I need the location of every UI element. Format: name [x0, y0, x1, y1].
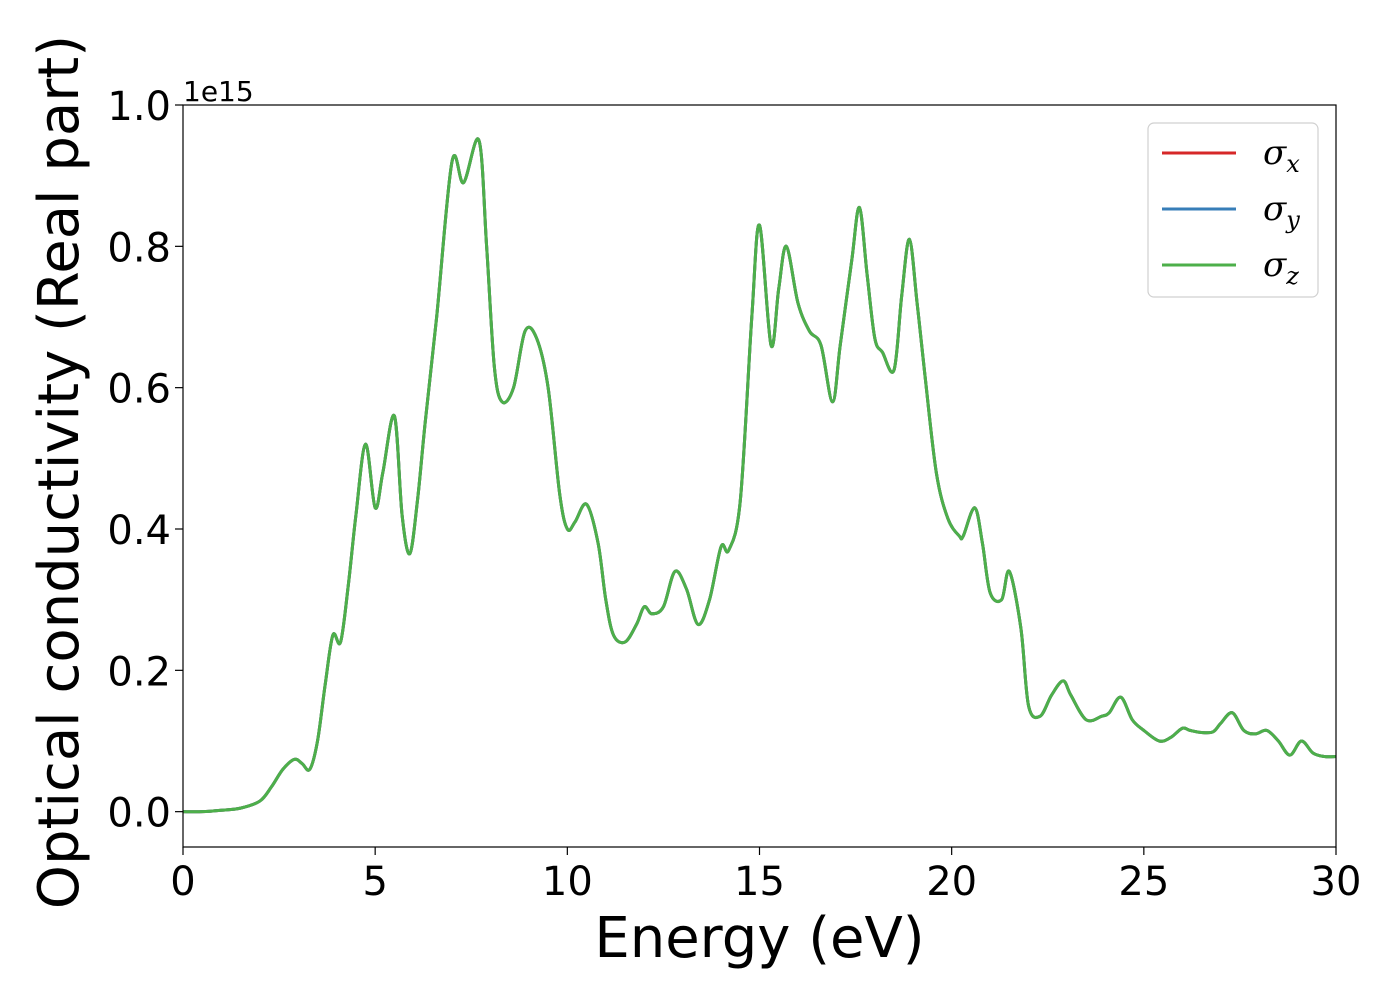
legend-label: σy — [1263, 189, 1300, 234]
legend-symbol: σ — [1263, 245, 1287, 285]
legend-subscript: x — [1286, 150, 1300, 178]
y-axis-title: Optical conductivity (Real part) — [27, 35, 92, 909]
x-tick-label: 5 — [362, 859, 387, 905]
y-offset-label: 1e15 — [183, 75, 254, 108]
x-tick-label: 15 — [734, 859, 785, 905]
x-tick-label: 10 — [542, 859, 593, 905]
y-tick-label: 0.2 — [107, 649, 171, 695]
x-axis: 0 5 10 15 20 25 30 — [170, 847, 1361, 905]
legend-subscript: z — [1285, 262, 1299, 290]
legend-label: σz — [1263, 245, 1299, 290]
series-layer — [182, 137, 1337, 814]
x-tick-label: 20 — [926, 859, 977, 905]
y-tick-label: 0.4 — [107, 508, 171, 554]
x-tick-label: 30 — [1311, 859, 1362, 905]
y-axis: 0.0 0.2 0.4 0.6 0.8 1.0 — [107, 84, 183, 837]
legend-symbol: σ — [1263, 189, 1287, 229]
x-tick-label: 0 — [170, 859, 195, 905]
y-tick-label: 0.6 — [107, 367, 171, 413]
y-tick-label: 1.0 — [107, 84, 171, 130]
legend-symbol: σ — [1263, 133, 1287, 173]
legend-label: σx — [1263, 133, 1300, 178]
series-line-σz — [182, 137, 1337, 814]
legend-subscript: y — [1285, 206, 1300, 234]
x-tick-label: 25 — [1118, 859, 1169, 905]
x-axis-title: Energy (eV) — [594, 906, 924, 971]
y-tick-label: 0.8 — [107, 225, 171, 271]
y-tick-label: 0.0 — [107, 791, 171, 837]
